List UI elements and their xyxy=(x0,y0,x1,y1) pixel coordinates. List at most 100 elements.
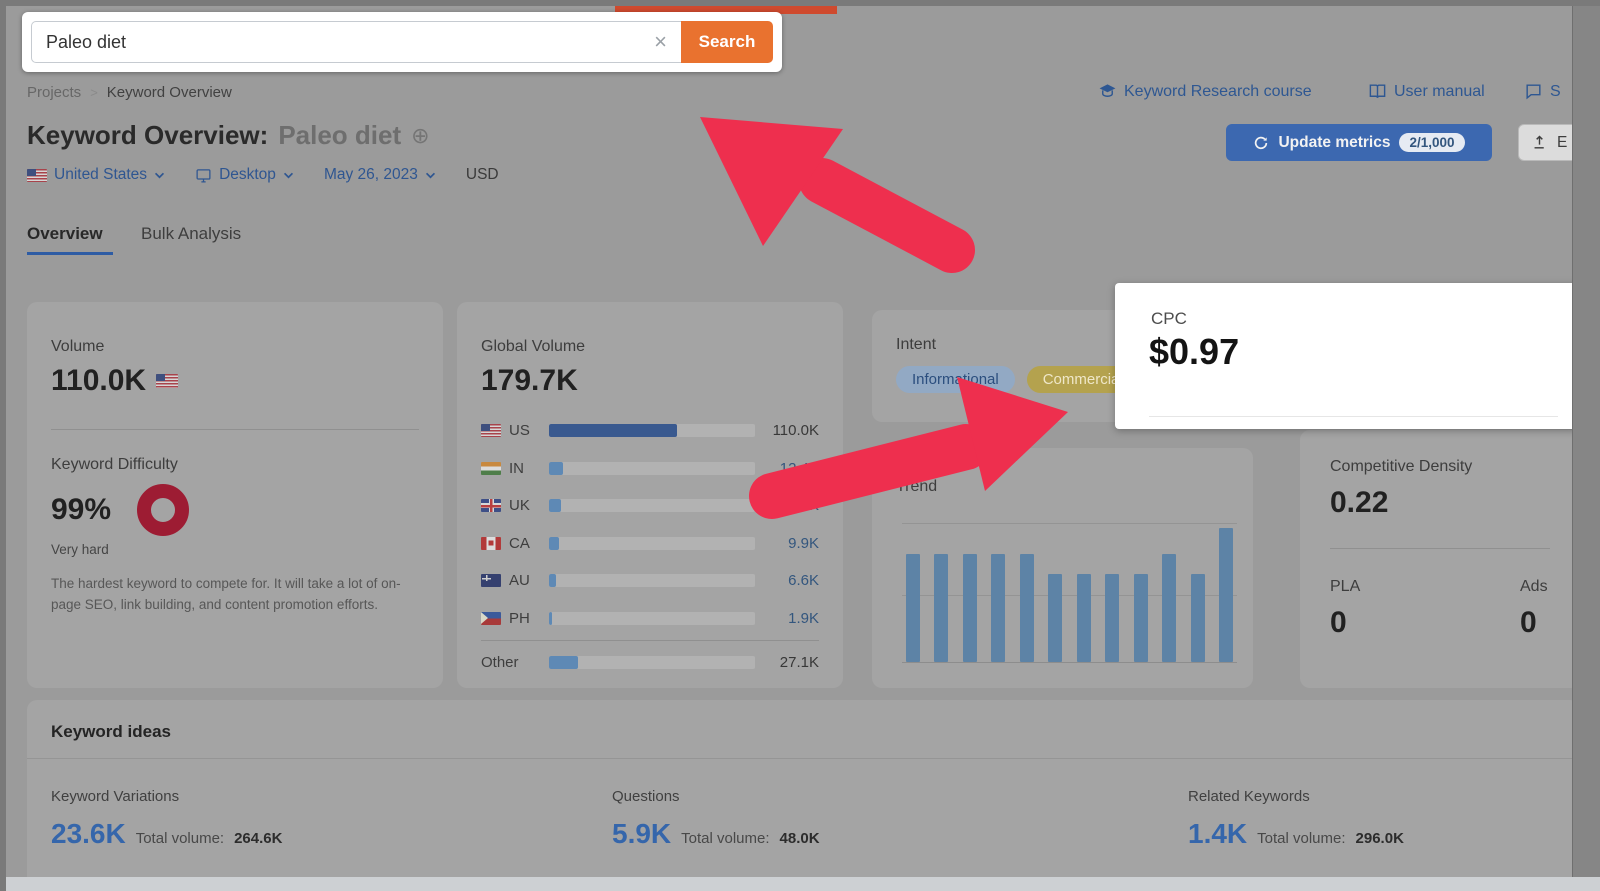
currency-label: USD xyxy=(465,166,499,183)
trend-bar xyxy=(1218,528,1233,662)
trend-gridline xyxy=(902,595,1237,596)
stat-total-value: 48.0K xyxy=(779,830,820,847)
country-code: AU xyxy=(509,572,530,590)
tab-overview[interactable]: Overview xyxy=(27,224,103,243)
country-code: UK xyxy=(509,497,530,515)
volume-bar-fill xyxy=(549,499,562,513)
add-keyword-icon[interactable]: ⊕ xyxy=(411,122,430,148)
link-user-manual[interactable]: User manual xyxy=(1368,82,1485,101)
stat-value[interactable]: 1.4K xyxy=(1188,818,1248,849)
volume-bar-track xyxy=(549,611,755,625)
volume-bar-track xyxy=(549,499,755,513)
stat-total-label: Total volume: xyxy=(135,830,225,847)
search-input[interactable] xyxy=(31,21,681,63)
flag-us-icon xyxy=(481,424,501,438)
filters-bar: United States Desktop May 26, 2023 USD xyxy=(27,166,499,184)
stat-questions: Questions 5.9K Total volume: 48.0K xyxy=(612,788,820,850)
cpc-value: $0.97 xyxy=(1149,331,1240,372)
country-row: PH 1.9K xyxy=(481,600,819,638)
trend-label: Trend xyxy=(896,478,938,495)
flag-us-icon xyxy=(156,374,179,388)
pla-value: 0 xyxy=(1330,606,1347,639)
volume-bar-track xyxy=(549,574,755,588)
filter-date[interactable]: May 26, 2023 xyxy=(324,166,436,184)
ads-value: 0 xyxy=(1520,606,1537,639)
volume-value: 110.0K xyxy=(51,364,147,397)
ads-label: Ads xyxy=(1520,578,1548,595)
link-send-feedback-truncated[interactable]: S xyxy=(1524,82,1561,101)
trend-bar xyxy=(1162,554,1177,662)
volume-bar-fill xyxy=(549,461,564,475)
search-button[interactable]: Search xyxy=(681,21,773,63)
filter-country-label: United States xyxy=(54,166,148,183)
monitor-icon xyxy=(196,168,211,183)
volume-bar-fill xyxy=(549,574,557,588)
intent-label: Intent xyxy=(896,336,937,353)
volume-label: Volume xyxy=(51,338,105,355)
keyword-difficulty-donut xyxy=(137,484,190,536)
breadcrumb-projects[interactable]: Projects xyxy=(27,84,82,101)
search-button-remnant xyxy=(615,5,837,14)
country-row: Other 27.1K xyxy=(481,647,819,677)
link-keyword-research-course[interactable]: Keyword Research course xyxy=(1098,82,1312,101)
chevron-down-icon xyxy=(283,172,293,178)
global-volume-rows: US 110.0K IN 12.4K UK 12.1K CA 9. xyxy=(481,412,819,677)
stat-total-value: 296.0K xyxy=(1355,830,1404,847)
volume-bar-track xyxy=(549,655,755,669)
flag-uk-icon xyxy=(481,499,501,513)
keyword-difficulty-label: Keyword Difficulty xyxy=(51,456,178,473)
book-icon xyxy=(1369,84,1386,98)
trend-bar xyxy=(1019,554,1034,662)
stat-label: Questions xyxy=(612,788,680,805)
stat-keyword-variations: Keyword Variations 23.6K Total volume: 2… xyxy=(51,788,282,850)
breadcrumb: Projects > Keyword Overview xyxy=(27,84,232,101)
country-code: IN xyxy=(509,459,524,477)
link-label: S xyxy=(1550,82,1561,100)
volume-bar-track xyxy=(549,461,755,475)
stat-total-label: Total volume: xyxy=(1257,830,1346,847)
upload-icon xyxy=(1534,135,1544,149)
crop-edge-top xyxy=(0,0,1600,6)
country-volume: 1.9K xyxy=(788,609,819,627)
trend-chart-bars xyxy=(902,523,1237,663)
link-label: Keyword Research course xyxy=(1124,82,1312,100)
card-divider xyxy=(51,429,419,430)
country-code: US xyxy=(509,422,530,440)
page-title: Keyword Overview: Paleo diet ⊕ xyxy=(27,120,430,151)
volume-card: Volume 110.0K Keyword Difficulty 99% Ver… xyxy=(27,302,443,688)
cpc-card-spotlight: CPC $0.97 xyxy=(1115,283,1580,429)
stat-total-label: Total volume: xyxy=(681,830,770,847)
flag-ph-icon xyxy=(481,611,501,625)
country-volume: 110.0K xyxy=(772,422,819,440)
tab-bulk-analysis[interactable]: Bulk Analysis xyxy=(141,224,242,243)
keyword-ideas-title: Keyword ideas xyxy=(51,722,171,741)
volume-bar-fill xyxy=(549,611,553,625)
stat-related-keywords: Related Keywords 1.4K Total volume: 296.… xyxy=(1188,788,1404,850)
global-volume-label: Global Volume xyxy=(481,338,586,355)
volume-bar-fill xyxy=(549,655,578,669)
country-volume: 12.1K xyxy=(779,497,819,515)
stat-value[interactable]: 23.6K xyxy=(51,818,126,849)
stat-value[interactable]: 5.9K xyxy=(612,818,672,849)
trend-bar xyxy=(1190,573,1205,662)
flag-ca-icon xyxy=(481,536,501,550)
crop-edge-right xyxy=(1572,0,1600,891)
country-row: AU 6.6K xyxy=(481,562,819,600)
filter-device-label: Desktop xyxy=(219,166,276,183)
card-divider xyxy=(1330,548,1550,549)
keyword-difficulty-value: 99% xyxy=(51,493,112,526)
chevron-down-icon xyxy=(155,172,165,178)
update-metrics-count-badge: 2/1,000 xyxy=(1399,133,1465,152)
update-metrics-button[interactable]: Update metrics 2/1,000 xyxy=(1226,124,1492,161)
keyword-difficulty-level: Very hard xyxy=(51,542,109,557)
chevron-down-icon xyxy=(425,172,435,178)
graduation-cap-icon xyxy=(1099,84,1116,97)
competitive-density-value: 0.22 xyxy=(1330,486,1389,519)
clear-search-icon[interactable]: × xyxy=(654,29,667,54)
flag-us-icon xyxy=(27,168,47,182)
filter-device[interactable]: Desktop xyxy=(195,166,294,184)
filter-country[interactable]: United States xyxy=(27,166,165,184)
breadcrumb-keyword-overview: Keyword Overview xyxy=(106,84,232,101)
trend-card: Trend xyxy=(872,448,1253,688)
